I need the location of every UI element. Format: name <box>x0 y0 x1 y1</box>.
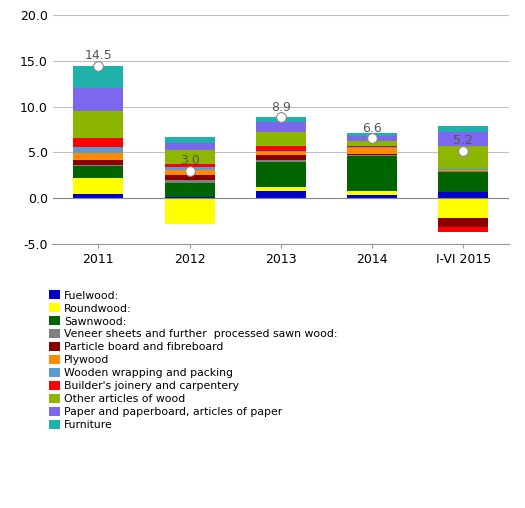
Bar <box>438 132 488 146</box>
Bar <box>256 191 306 198</box>
Bar <box>438 172 488 192</box>
Bar <box>256 162 306 187</box>
Bar <box>164 150 215 164</box>
Bar <box>438 198 488 218</box>
Bar <box>347 154 397 155</box>
Bar <box>74 153 123 160</box>
Bar <box>347 148 397 154</box>
Bar <box>74 178 123 195</box>
Bar <box>74 160 123 165</box>
Bar <box>74 88 123 111</box>
Bar <box>74 66 123 88</box>
Legend: Fuelwood:, Roundwood:, Sawnwood:, Veneer sheets and further  processed sawn wood: Fuelwood:, Roundwood:, Sawnwood:, Veneer… <box>49 291 338 430</box>
Bar <box>256 187 306 191</box>
Bar <box>74 165 123 166</box>
Bar <box>347 147 397 148</box>
Bar <box>347 156 397 191</box>
Bar <box>164 175 215 180</box>
Text: 3.0: 3.0 <box>180 154 200 168</box>
Bar <box>164 183 215 197</box>
Bar <box>347 191 397 196</box>
Bar <box>438 126 488 132</box>
Bar <box>74 138 123 147</box>
Text: 6.6: 6.6 <box>362 121 382 135</box>
Bar <box>256 132 306 146</box>
Bar <box>164 180 215 183</box>
Bar <box>347 146 397 147</box>
Bar <box>256 117 306 122</box>
Bar <box>347 155 397 156</box>
Bar <box>74 111 123 138</box>
Bar <box>256 122 306 132</box>
Bar <box>164 170 215 175</box>
Bar <box>347 137 397 141</box>
Bar <box>74 195 123 198</box>
Bar <box>438 146 488 169</box>
Bar <box>164 143 215 150</box>
Bar <box>256 152 306 155</box>
Bar <box>438 171 488 172</box>
Bar <box>347 196 397 198</box>
Bar <box>164 168 215 170</box>
Bar <box>164 197 215 198</box>
Bar <box>347 141 397 146</box>
Bar <box>256 155 306 160</box>
Bar <box>438 192 488 198</box>
Bar <box>438 169 488 170</box>
Text: 8.9: 8.9 <box>271 101 291 114</box>
Bar <box>164 198 215 224</box>
Bar <box>256 160 306 162</box>
Bar <box>438 170 488 171</box>
Bar <box>438 228 488 232</box>
Bar <box>74 147 123 153</box>
Bar <box>438 218 488 228</box>
Bar <box>164 137 215 143</box>
Bar <box>164 164 215 168</box>
Bar <box>74 166 123 178</box>
Text: 14.5: 14.5 <box>85 49 112 62</box>
Bar <box>256 150 306 152</box>
Bar <box>256 146 306 150</box>
Bar <box>347 133 397 137</box>
Text: 5.2: 5.2 <box>454 135 474 147</box>
